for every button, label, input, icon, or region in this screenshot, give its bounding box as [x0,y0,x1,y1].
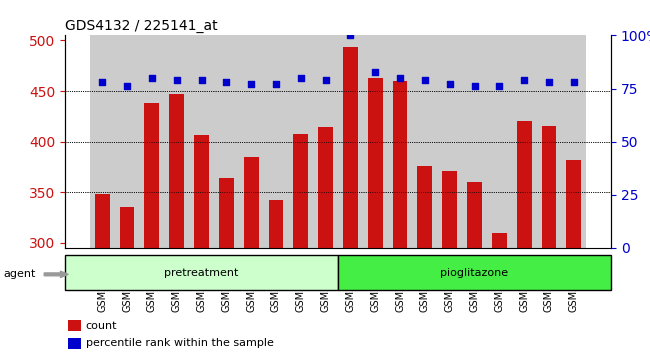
Point [494,84,504,89]
Point [296,75,306,81]
Bar [541,126,556,248]
Bar [219,178,234,248]
Bar [214,35,239,248]
Bar [517,121,532,248]
Point [172,77,182,83]
Bar [467,182,482,248]
Bar [338,35,363,248]
Bar [244,157,259,248]
Bar [566,160,581,248]
Text: GDS4132 / 225141_at: GDS4132 / 225141_at [65,19,218,33]
Bar [417,166,432,248]
Point [196,77,207,83]
Bar [541,126,556,248]
Bar [95,194,110,248]
Bar [492,233,507,248]
Bar [164,35,189,248]
Text: agent: agent [3,269,36,279]
Text: pioglitazone: pioglitazone [441,268,508,278]
Bar [368,78,383,248]
FancyBboxPatch shape [338,255,611,290]
Bar [467,182,482,248]
Bar [120,207,135,248]
Bar [293,133,308,248]
FancyBboxPatch shape [65,255,338,290]
Bar [462,35,487,248]
Bar [313,35,338,248]
Point [97,79,107,85]
Bar [219,178,234,248]
Bar [68,320,81,331]
Point [271,81,281,87]
Bar [194,135,209,248]
Bar [95,194,110,248]
Bar [293,133,308,248]
Bar [487,35,512,248]
Bar [387,35,413,248]
Bar [189,35,214,248]
Point [544,79,554,85]
Point [569,79,579,85]
Bar [393,81,408,248]
Bar [169,94,184,248]
Bar [343,46,358,248]
Bar [343,46,358,248]
Bar [363,35,387,248]
Bar [442,171,457,248]
Point [147,75,157,81]
Point [469,84,480,89]
Bar [368,78,383,248]
Bar [239,35,263,248]
Bar [144,103,159,248]
Point [246,81,256,87]
Bar [90,35,114,248]
Bar [413,35,437,248]
Text: count: count [86,321,117,331]
Bar [512,35,536,248]
Point [221,79,231,85]
Bar [442,171,457,248]
Point [420,77,430,83]
Text: pretreatment: pretreatment [164,268,239,278]
Point [320,77,331,83]
Point [395,75,405,81]
Bar [169,94,184,248]
Bar [318,127,333,248]
Bar [289,35,313,248]
Bar [68,338,81,349]
Bar [492,233,507,248]
Point [370,69,380,74]
Bar [268,200,283,248]
Bar [263,35,289,248]
Point [445,81,455,87]
Bar [318,127,333,248]
Bar [536,35,562,248]
Bar [244,157,259,248]
Bar [437,35,462,248]
Bar [268,200,283,248]
Point [122,84,132,89]
Bar [194,135,209,248]
Bar [120,207,135,248]
Bar [144,103,159,248]
Bar [140,35,164,248]
Bar [517,121,532,248]
Bar [562,35,586,248]
Point [345,33,356,38]
Point [519,77,529,83]
Bar [566,160,581,248]
Bar [393,81,408,248]
Bar [417,166,432,248]
Text: percentile rank within the sample: percentile rank within the sample [86,338,274,348]
Bar [114,35,140,248]
